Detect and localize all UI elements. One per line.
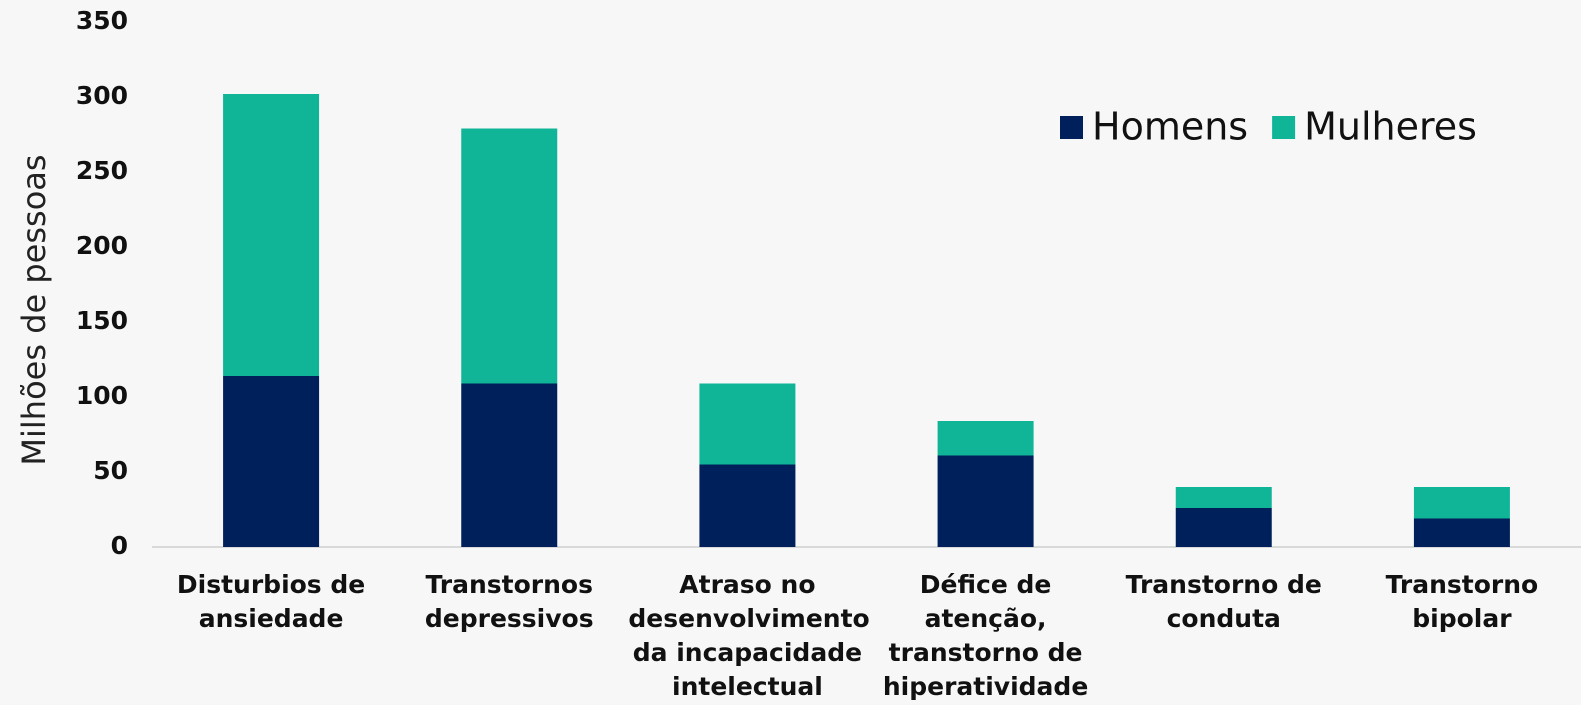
y-tick-label: 350 (76, 6, 128, 35)
x-tick-label: Atraso no desenvolvimento da incapacidad… (628, 570, 870, 701)
bar-segment (937, 455, 1034, 547)
legend-swatch (1060, 116, 1083, 139)
bar-segment (1413, 518, 1510, 547)
bar-segment (699, 383, 796, 465)
bar-segment (223, 94, 320, 376)
bar-segment (1413, 487, 1510, 519)
legend-label: Mulheres (1304, 105, 1477, 149)
x-tick-label: Défice de atenção, transtorno de hiperat… (882, 570, 1089, 701)
bar-segment (223, 376, 320, 547)
y-tick-label: 200 (76, 231, 128, 260)
bar-segment (1175, 487, 1272, 508)
x-tick-label: Transtorno bipolar (1385, 570, 1539, 633)
y-tick-label: 250 (76, 156, 128, 185)
bar-segment (937, 421, 1034, 456)
y-tick-label: 300 (76, 81, 128, 110)
y-tick-label: 0 (111, 531, 128, 560)
bar-segment (461, 128, 558, 384)
y-tick-label: 150 (76, 306, 128, 335)
bar-segment (699, 464, 796, 547)
legend-swatch (1272, 116, 1296, 139)
x-tick-label: Disturbios de ansiedade (176, 570, 366, 633)
y-tick-label: 50 (93, 456, 128, 485)
bar-segment (1175, 508, 1272, 547)
x-tick-label: Transtorno de conduta (1125, 570, 1322, 633)
bar-segment (461, 383, 558, 547)
x-tick-label: Transtornos depressivos (424, 570, 594, 633)
y-tick-label: 100 (76, 381, 128, 410)
legend-label: Homens (1092, 105, 1248, 149)
y-axis-label: Milhões de pessoas (15, 154, 53, 465)
